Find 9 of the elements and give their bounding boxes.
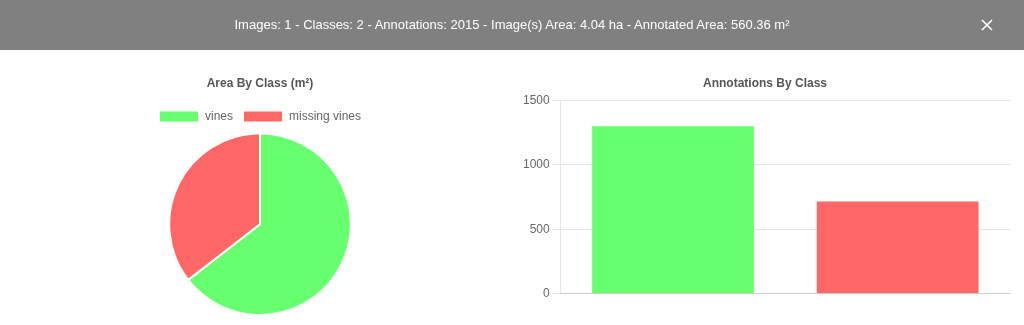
chart-title: Area By Class (m²) [206,75,314,90]
y-tick-label: 1500 [522,92,551,107]
y-tick-label: 500 [529,221,551,236]
text: Images: 1 - Classes: 2 - Annotations: 2015 - Image(s) Area: 4.04 ha - Annotated Area: 560.36 m² [234,17,790,32]
chart-title: Annotations By Class [702,75,828,90]
y-tick-label: 1000 [522,157,551,172]
y-tick-label: 0 [543,285,551,300]
legend-label: vines [204,108,233,123]
legend-label: missing vines [289,108,362,123]
